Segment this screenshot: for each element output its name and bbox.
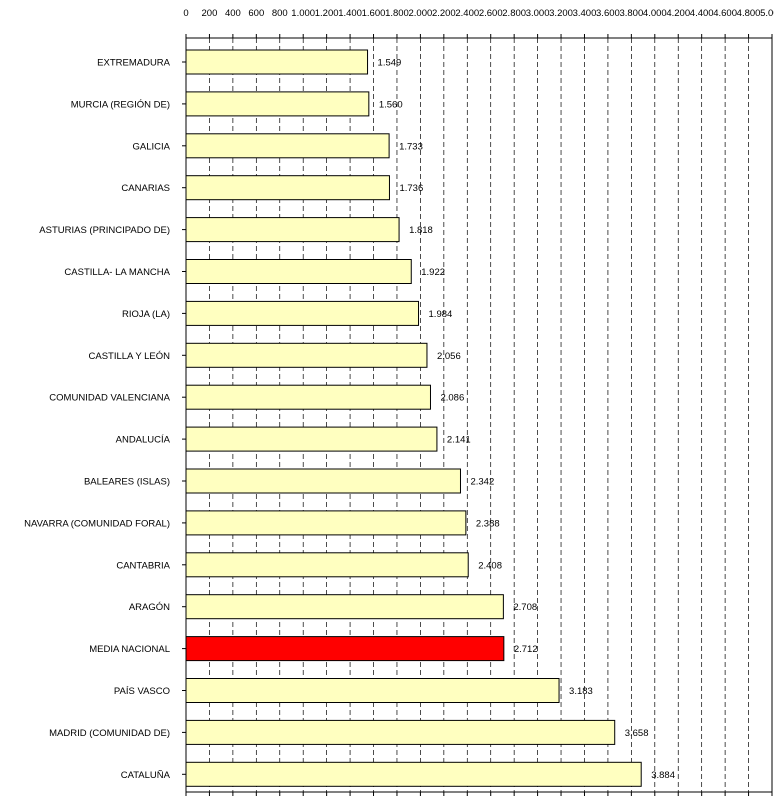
- bar: [185, 468, 461, 494]
- value-label: 2.342: [470, 477, 494, 488]
- x-tick-label: 2.000: [409, 8, 433, 19]
- x-tick-label: 4.400: [690, 8, 714, 19]
- x-tick-label: 3.000: [526, 8, 550, 19]
- x-tick-label: 4.800: [737, 8, 761, 19]
- x-tick-label: 3.200: [549, 8, 573, 19]
- value-label: 2.712: [514, 644, 538, 655]
- category-label: CASTILLA- LA MANCHA: [64, 267, 170, 278]
- value-label: 2.408: [478, 560, 502, 571]
- category-label: ASTURIAS (PRINCIPADO DE): [39, 225, 170, 236]
- category-label: MEDIA NACIONAL: [89, 644, 170, 655]
- x-tick-label: 5.000: [760, 8, 774, 19]
- bar: [185, 719, 616, 745]
- category-label: CANARIAS: [121, 183, 170, 194]
- x-tick-label: 200: [202, 8, 218, 19]
- value-label: 1.818: [409, 225, 433, 236]
- category-label: ANDALUCÍA: [116, 435, 171, 446]
- value-label: 1.733: [399, 141, 423, 152]
- bar: [185, 594, 504, 620]
- category-label: CATALUÑA: [121, 770, 171, 781]
- x-tick-label: 0: [183, 8, 188, 19]
- bar: [185, 552, 469, 578]
- category-label: GALICIA: [133, 141, 171, 152]
- value-label: 2.141: [447, 435, 471, 446]
- x-tick-label: 2.200: [432, 8, 456, 19]
- bar: [185, 384, 431, 410]
- x-tick-label: 2.600: [479, 8, 503, 19]
- value-label: 3.183: [569, 686, 593, 697]
- category-label: RIOJA (LA): [122, 309, 170, 320]
- x-tick-label: 2.400: [455, 8, 479, 19]
- category-label: CANTABRIA: [116, 560, 170, 571]
- category-label: MADRID (COMUNIDAD DE): [49, 728, 170, 739]
- x-tick-label: 1.000: [291, 8, 315, 19]
- bars-layer: [185, 49, 642, 787]
- value-label: 1.549: [378, 58, 402, 69]
- category-label: EXTREMADURA: [97, 58, 171, 69]
- category-label: PAÍS VASCO: [114, 686, 170, 697]
- x-tick-label: 3.800: [619, 8, 643, 19]
- value-label: 1.922: [421, 267, 445, 278]
- bar: [185, 259, 412, 284]
- x-tick-label: 400: [225, 8, 241, 19]
- bar: [185, 49, 369, 75]
- x-tick-label: 1.400: [338, 8, 362, 19]
- category-label: ARAGÓN: [129, 602, 170, 613]
- category-label: CASTILLA Y LEÓN: [89, 351, 171, 362]
- bar: [185, 133, 390, 159]
- x-tick-label: 1.200: [315, 8, 339, 19]
- x-tick-label: 4.200: [666, 8, 690, 19]
- bar: [185, 300, 420, 326]
- value-label: 2.056: [437, 351, 461, 362]
- category-label: NAVARRA (COMUNIDAD FORAL): [24, 518, 170, 529]
- x-tick-label: 800: [272, 8, 288, 19]
- x-tick-label: 1.600: [362, 8, 386, 19]
- bar: [185, 761, 642, 787]
- bar: [185, 426, 438, 452]
- x-tick-label: 4.600: [713, 8, 737, 19]
- category-label: BALEARES (ISLAS): [84, 477, 170, 488]
- bar: [185, 678, 560, 703]
- value-label: 1.984: [429, 309, 453, 320]
- value-label: 3.658: [625, 728, 649, 739]
- value-label: 2.388: [476, 518, 500, 529]
- x-tick-label: 4.000: [643, 8, 667, 19]
- category-label: MURCIA (REGIÓN DE): [71, 99, 170, 110]
- x-tick-label: 3.400: [573, 8, 597, 19]
- category-label: COMUNIDAD VALENCIANA: [49, 393, 170, 404]
- x-tick-label: 600: [248, 8, 264, 19]
- axis-layer: [182, 34, 773, 796]
- bar-highlight: [185, 636, 505, 662]
- x-tick-label: 2.800: [502, 8, 526, 19]
- x-tick-label: 3.600: [596, 8, 620, 19]
- bar: [185, 510, 467, 536]
- value-label: 2.086: [440, 393, 464, 404]
- bar: [185, 342, 428, 368]
- bar: [185, 217, 400, 243]
- x-tick-label: 1.800: [385, 8, 409, 19]
- value-label: 1.736: [399, 183, 423, 194]
- labels-layer: 0 200 400 600 800 1.000 1.200 1.400 1.600 1.800 2.…: [24, 8, 774, 781]
- value-label: 3.884: [651, 770, 675, 781]
- value-label: 1.560: [379, 99, 403, 110]
- bar: [185, 91, 370, 117]
- bar: [185, 175, 390, 201]
- value-label: 2.708: [513, 602, 537, 613]
